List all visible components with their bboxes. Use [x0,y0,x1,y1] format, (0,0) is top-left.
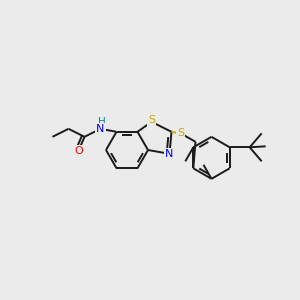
Text: H: H [98,117,105,127]
Text: N: N [96,124,105,134]
Text: N: N [165,149,174,159]
Text: O: O [74,146,83,156]
Text: S: S [148,115,155,125]
Text: S: S [177,128,184,138]
